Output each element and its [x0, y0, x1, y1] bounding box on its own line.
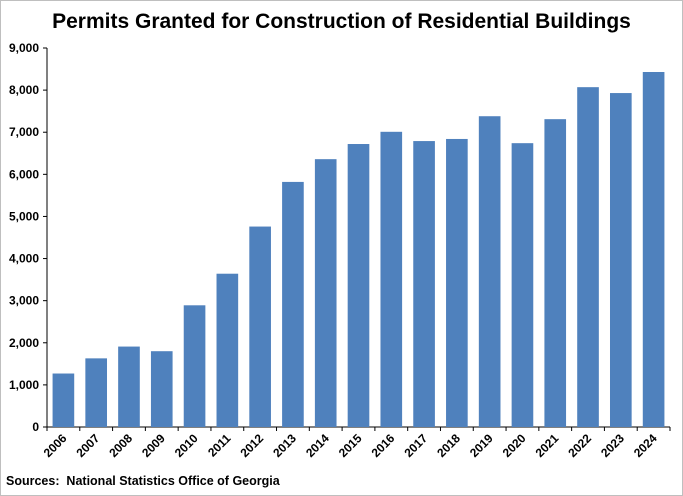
x-axis-tick-labels: 2006 2007 2008 2009 2010 2011 2012 2013 2014 2015… — [41, 431, 660, 460]
x-tick-label-2014: 2014 — [303, 431, 332, 460]
bar-2012 — [249, 226, 271, 427]
x-tick-label-2015: 2015 — [336, 431, 365, 460]
y-tick-label: 2,000 — [9, 336, 39, 350]
y-tick-label: 0 — [32, 420, 39, 434]
bar-2013 — [282, 181, 304, 427]
y-axis-tick-labels: 0 1,000 2,000 3,000 4,000 5,000 6,000 7,000 8,00… — [9, 41, 39, 434]
source-note: Sources: National Statistics Office of G… — [6, 474, 280, 488]
y-tick-label: 4,000 — [9, 252, 39, 266]
x-tick-label-2019: 2019 — [467, 431, 496, 460]
x-tick-label-2008: 2008 — [106, 431, 135, 460]
y-tick-label: 3,000 — [9, 294, 39, 308]
y-tick-label: 7,000 — [9, 125, 39, 139]
y-tick-label: 6,000 — [9, 167, 39, 181]
bar-2014 — [314, 159, 337, 427]
x-tick-label-2021: 2021 — [533, 431, 562, 460]
bar-2019 — [478, 116, 501, 427]
x-tick-label-2009: 2009 — [139, 431, 168, 460]
y-tick-label: 1,000 — [9, 378, 39, 392]
bar-2020 — [511, 143, 534, 427]
bar-2006 — [52, 373, 75, 427]
x-tick-label-2006: 2006 — [41, 431, 70, 460]
x-tick-label-2011: 2011 — [205, 431, 234, 460]
y-tick-label: 5,000 — [9, 209, 39, 223]
bar-2018 — [446, 138, 468, 427]
chart-axes — [43, 47, 671, 431]
x-tick-label-2012: 2012 — [237, 431, 266, 460]
bar-2017 — [413, 141, 435, 427]
bar-2009 — [150, 351, 173, 427]
x-tick-label-2010: 2010 — [172, 431, 201, 460]
x-tick-label-2020: 2020 — [500, 431, 529, 460]
x-tick-label-2018: 2018 — [434, 431, 463, 460]
bar-2024 — [642, 72, 665, 428]
x-tick-label-2007: 2007 — [74, 431, 103, 460]
bar-2015 — [347, 144, 370, 427]
x-tick-label-2024: 2024 — [631, 431, 660, 460]
bar-2016 — [380, 131, 403, 427]
bar-2011 — [216, 273, 239, 427]
x-tick-label-2016: 2016 — [369, 431, 398, 460]
bar-2022 — [577, 87, 599, 427]
bar-2010 — [183, 305, 206, 427]
bar-2007 — [85, 358, 108, 427]
bar-2021 — [544, 119, 567, 427]
x-tick-label-2013: 2013 — [270, 431, 299, 460]
bar-2023 — [609, 93, 632, 427]
chart-bars — [52, 72, 665, 428]
x-tick-label-2017: 2017 — [401, 431, 430, 460]
y-tick-label: 9,000 — [9, 41, 39, 55]
bar-2008 — [118, 346, 140, 427]
x-tick-label-2023: 2023 — [598, 431, 627, 460]
y-tick-label: 8,000 — [9, 83, 39, 97]
chart-title: Permits Granted for Construction of Resi… — [52, 10, 631, 33]
x-tick-label-2022: 2022 — [565, 431, 594, 460]
